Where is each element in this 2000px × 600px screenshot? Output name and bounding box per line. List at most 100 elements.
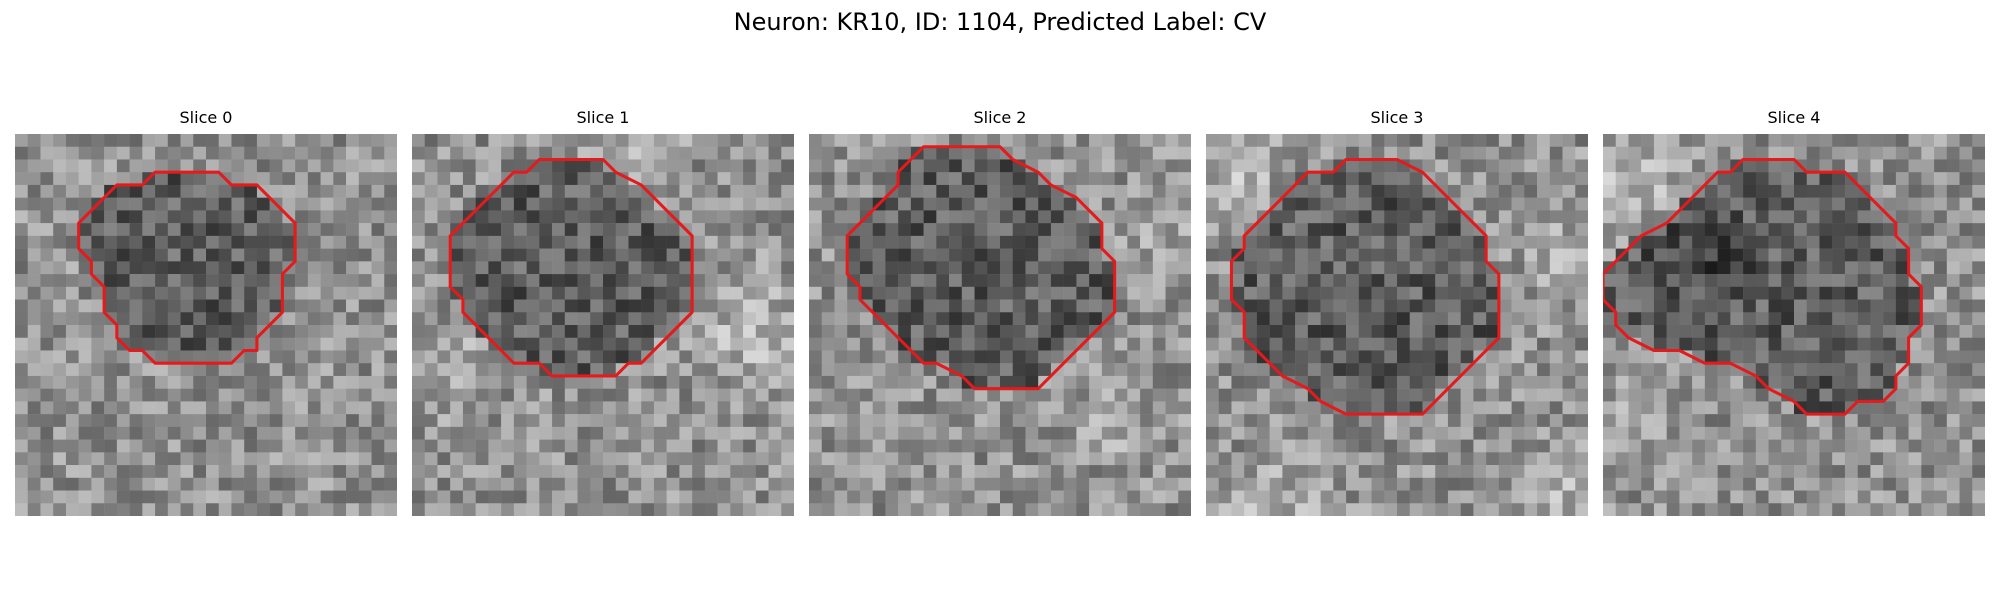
pixel <box>1140 503 1154 516</box>
pixel <box>1524 172 1538 186</box>
pixel <box>167 439 181 453</box>
pixel <box>320 312 334 326</box>
pixel <box>1295 134 1309 147</box>
pixel <box>923 503 937 516</box>
pixel <box>615 248 629 262</box>
pixel <box>78 477 92 491</box>
pixel <box>1435 286 1449 300</box>
pixel <box>1511 172 1525 186</box>
pixel <box>1692 146 1706 160</box>
pixel <box>1908 197 1922 211</box>
pixel <box>1000 197 1013 211</box>
pixel <box>717 477 731 491</box>
pixel <box>1717 439 1731 453</box>
pixel <box>1371 401 1385 415</box>
pixel <box>1295 159 1309 173</box>
pixel <box>1806 477 1820 491</box>
pixel <box>1165 146 1179 160</box>
pixel <box>180 375 194 389</box>
pixel <box>666 503 680 516</box>
pixel <box>1972 452 1985 466</box>
pixel <box>898 261 912 275</box>
pixel <box>307 439 321 453</box>
pixel <box>1397 286 1410 300</box>
pixel <box>768 248 782 262</box>
pixel <box>1165 490 1179 504</box>
pixel <box>295 248 309 262</box>
pixel <box>1972 465 1985 479</box>
pixel <box>1946 210 1960 224</box>
pixel <box>872 235 886 249</box>
pixel <box>27 261 41 275</box>
pixel <box>142 312 156 326</box>
pixel <box>1231 261 1245 275</box>
pixel <box>333 134 347 147</box>
pixel <box>1537 134 1551 147</box>
pixel <box>743 159 757 173</box>
pixel <box>1089 286 1103 300</box>
pixel <box>1819 172 1833 186</box>
pixel <box>1575 286 1588 300</box>
pixel <box>1562 184 1576 198</box>
pixel <box>40 184 54 198</box>
pixel <box>167 261 181 275</box>
pixel <box>1857 503 1871 516</box>
pixel <box>346 414 360 428</box>
pixel <box>129 337 143 351</box>
pixel <box>1101 261 1115 275</box>
pixel <box>53 350 67 364</box>
pixel <box>1692 401 1706 415</box>
pixel <box>1934 248 1948 262</box>
pixel <box>1063 299 1077 313</box>
pixel <box>1819 452 1833 466</box>
pixel <box>1409 503 1423 516</box>
pixel <box>936 325 950 338</box>
pixel <box>142 401 156 415</box>
pixel <box>1127 388 1141 402</box>
pixel <box>704 146 718 160</box>
pixel <box>1524 210 1538 224</box>
pixel <box>936 146 950 160</box>
pixel <box>1641 414 1655 428</box>
pixel <box>1603 274 1616 288</box>
pixel <box>1806 375 1820 389</box>
pixel <box>358 134 372 147</box>
pixel <box>104 235 118 249</box>
pixel <box>1295 465 1309 479</box>
pixel <box>1666 350 1680 364</box>
pixel <box>615 414 629 428</box>
pixel <box>384 286 397 300</box>
pixel <box>821 490 835 504</box>
pixel <box>129 465 143 479</box>
pixel <box>1653 146 1667 160</box>
pixel <box>821 325 835 338</box>
pixel <box>424 325 438 338</box>
pixel <box>1140 235 1154 249</box>
pixel <box>936 286 950 300</box>
pixel <box>501 184 515 198</box>
pixel <box>1806 414 1820 428</box>
pixel <box>1628 490 1642 504</box>
pixel <box>590 235 604 249</box>
pixel <box>590 184 604 198</box>
pixel <box>1730 235 1744 249</box>
pixel <box>1794 274 1807 288</box>
pixel <box>256 465 270 479</box>
pixel <box>1575 172 1588 186</box>
pixel <box>1012 325 1026 338</box>
pixel <box>1165 414 1179 428</box>
pixel <box>1025 312 1039 326</box>
pixel <box>513 465 527 479</box>
pixel <box>1562 235 1576 249</box>
pixel <box>1717 210 1731 224</box>
pixel <box>1269 426 1283 440</box>
pixel <box>91 248 105 262</box>
pixel <box>358 274 372 288</box>
pixel <box>1730 286 1744 300</box>
pixel <box>1025 350 1039 364</box>
pixel <box>256 452 270 466</box>
pixel <box>539 274 553 288</box>
pixel <box>1895 426 1909 440</box>
pixel <box>1000 286 1013 300</box>
pixel <box>384 146 397 160</box>
